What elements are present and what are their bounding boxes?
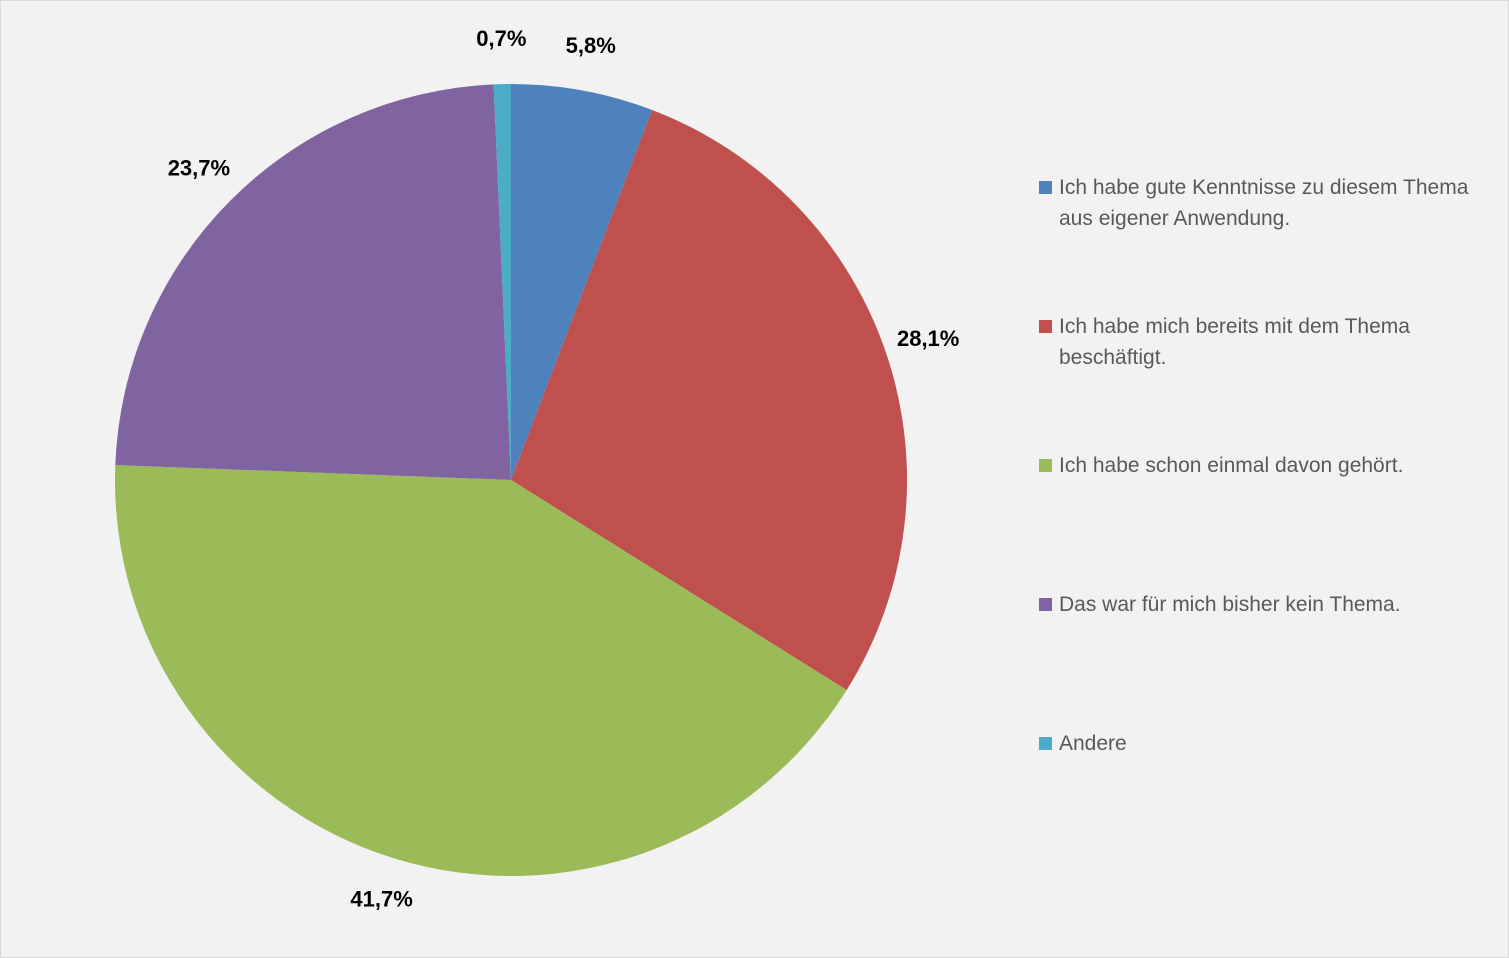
legend-label: Das war für mich bisher kein Thema. <box>1059 593 1401 616</box>
legend-swatch <box>1039 737 1052 750</box>
pie-slice <box>511 84 653 480</box>
legend-item: Ich habe gute Kenntnisse zu diesem Thema… <box>1039 172 1499 234</box>
legend-label: Andere <box>1059 732 1127 755</box>
legend-swatch <box>1039 181 1052 194</box>
data-label: 0,7% <box>476 26 526 51</box>
data-label: 5,8% <box>566 33 616 58</box>
legend-item: Ich habe mich bereits mit dem Thema besc… <box>1039 311 1499 373</box>
legend-label: Ich habe mich bereits mit dem Thema besc… <box>1059 315 1410 369</box>
data-label: 23,7% <box>168 156 230 181</box>
legend-swatch <box>1039 320 1052 333</box>
legend-label: Ich habe gute Kenntnisse zu diesem Thema… <box>1059 176 1469 230</box>
data-label: 28,1% <box>897 326 959 351</box>
legend-label: Ich habe schon einmal davon gehört. <box>1059 454 1404 477</box>
legend-swatch <box>1039 598 1052 611</box>
legend-item: Das war für mich bisher kein Thema. <box>1039 589 1499 620</box>
legend-item: Andere <box>1039 728 1499 759</box>
legend-item: Ich habe schon einmal davon gehört. <box>1039 450 1499 481</box>
pie-slice <box>115 84 511 480</box>
pie-slice <box>493 84 511 480</box>
data-label: 41,7% <box>350 886 412 911</box>
pie-slice <box>511 110 907 691</box>
legend-swatch <box>1039 459 1052 472</box>
pie-slice <box>114 465 847 877</box>
